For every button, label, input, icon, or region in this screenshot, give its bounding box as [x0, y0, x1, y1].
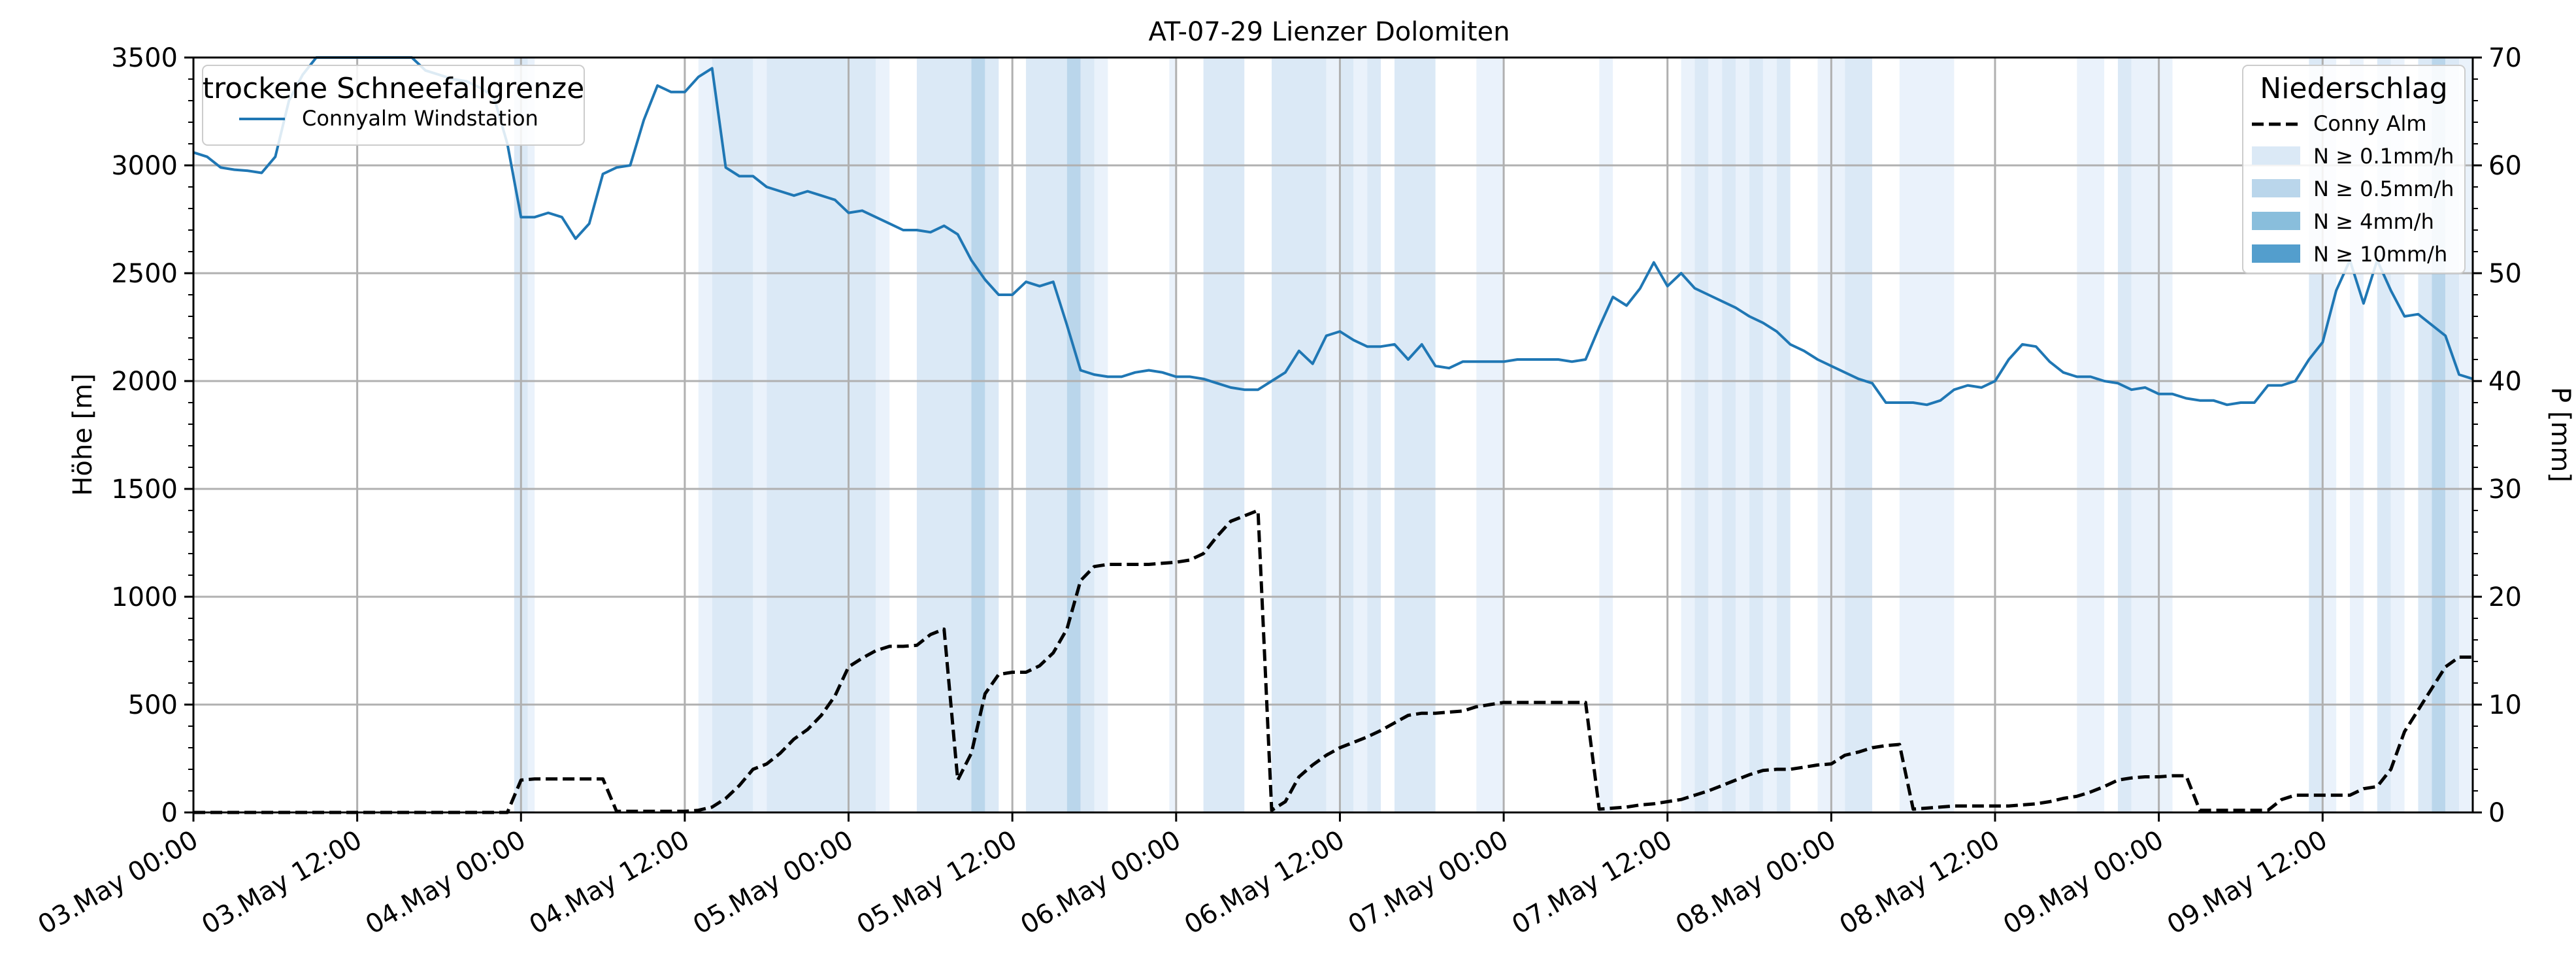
precip-band [1066, 58, 1081, 812]
legend-label: Connyalm Windstation [302, 106, 538, 131]
precip-band [971, 58, 985, 812]
y-tick-label-left: 500 [128, 690, 178, 720]
x-tick-label: 03.May 00:00 [33, 825, 203, 941]
y-tick-label-right: 50 [2488, 259, 2522, 289]
precip-band [1845, 58, 1873, 812]
x-tick-label: 07.May 12:00 [1507, 825, 1677, 941]
legend-label: N ≥ 4mm/h [2313, 209, 2434, 234]
precip-band [2131, 58, 2173, 812]
y-tick-label-right: 30 [2488, 475, 2522, 505]
precip-band [1272, 58, 1327, 812]
plot-frame [192, 56, 2474, 814]
precip-band [876, 58, 890, 812]
precip-band [1762, 58, 1777, 812]
precip-band [1694, 58, 1709, 812]
y-tick-label-left: 2000 [111, 367, 178, 397]
y-axis-label-right: P [mm] [2545, 387, 2575, 482]
precip-band [1599, 58, 1613, 812]
precip-band [1708, 58, 1723, 812]
precip-band [1353, 58, 1368, 812]
x-tick-label: 05.May 00:00 [688, 825, 859, 941]
precip-band [698, 58, 712, 812]
legend-precipitation: Niederschlag Conny Alm N ≥ 0.1mm/h N ≥ 0.5m… [2242, 65, 2466, 274]
precip-band [1169, 58, 1176, 812]
series-line-precipitation [193, 509, 2473, 814]
y-tick-label-right: 20 [2488, 582, 2522, 612]
x-tick-label: 04.May 00:00 [361, 825, 531, 941]
y-tick-label-right: 0 [2488, 798, 2505, 828]
precip-band [1776, 58, 1791, 812]
precip-band [1394, 58, 1436, 812]
x-tick-label: 06.May 00:00 [1016, 825, 1186, 941]
precip-band [1026, 58, 1067, 812]
precip-band [1722, 58, 1736, 812]
y-axis-label-left: Höhe [m] [68, 373, 98, 495]
x-tick-label: 06.May 12:00 [1180, 825, 1350, 941]
chart-title: AT-07-29 Lienzer Dolomiten [1148, 17, 1510, 47]
x-tick-label: 04.May 12:00 [524, 825, 695, 941]
precip-band [753, 58, 767, 812]
precipitation-bands [514, 58, 2473, 812]
legend-label: Conny Alm [2313, 111, 2427, 136]
legend-title: Niederschlag [2260, 72, 2447, 105]
precip-band [1203, 58, 1245, 812]
precip-band [1094, 58, 1108, 812]
precip-band [916, 58, 972, 812]
y-tick-label-left: 3500 [111, 43, 178, 73]
x-tick-label: 05.May 12:00 [852, 825, 1023, 941]
x-tick-label: 09.May 12:00 [2162, 825, 2333, 941]
precip-band [2077, 58, 2105, 812]
precip-band [2117, 58, 2132, 812]
precip-band [985, 58, 999, 812]
legend-title: trockene Schneefallgrenze [203, 72, 585, 105]
precip-band [1681, 58, 1695, 812]
precip-band [1367, 58, 1381, 812]
series-lines [193, 56, 2473, 814]
legend-label: N ≥ 10mm/h [2313, 242, 2447, 267]
x-tick-label: 08.May 12:00 [1834, 825, 2005, 941]
y-tick-label-left: 1000 [111, 582, 178, 612]
legend-color-swatch [2252, 244, 2300, 263]
precip-band [1749, 58, 1763, 812]
x-tick-label: 07.May 00:00 [1344, 825, 1514, 941]
precip-band [1080, 58, 1095, 812]
x-tick-label: 09.May 00:00 [1998, 825, 2169, 941]
legend-color-swatch [2252, 179, 2300, 197]
precip-band [1326, 58, 1340, 812]
series-line-snowline [193, 56, 2473, 407]
y-tick-label-right: 10 [2488, 690, 2522, 720]
y-tick-label-left: 2500 [111, 259, 178, 289]
legend-color-swatch [2252, 146, 2300, 165]
legend-box [202, 65, 585, 146]
x-tick-label: 03.May 12:00 [197, 825, 367, 941]
x-tick-label: 08.May 00:00 [1671, 825, 1841, 941]
y-tick-label-left: 0 [161, 798, 178, 828]
precip-band [527, 58, 535, 812]
legend-label: N ≥ 0.1mm/h [2313, 144, 2454, 169]
precip-band [1736, 58, 1750, 812]
y-tick-label-right: 70 [2488, 43, 2522, 73]
precip-band [1340, 58, 1354, 812]
precip-band [767, 58, 876, 812]
precip-band [712, 58, 753, 812]
y-tick-label-right: 60 [2488, 151, 2522, 181]
precip-band [1476, 58, 1504, 812]
legend-color-swatch [2252, 212, 2300, 230]
y-tick-label-right: 40 [2488, 367, 2522, 397]
y-tick-label-left: 3000 [111, 151, 178, 181]
precip-band [1899, 58, 1955, 812]
legend-label: N ≥ 0.5mm/h [2313, 176, 2454, 201]
y-tick-label-left: 1500 [111, 475, 178, 505]
